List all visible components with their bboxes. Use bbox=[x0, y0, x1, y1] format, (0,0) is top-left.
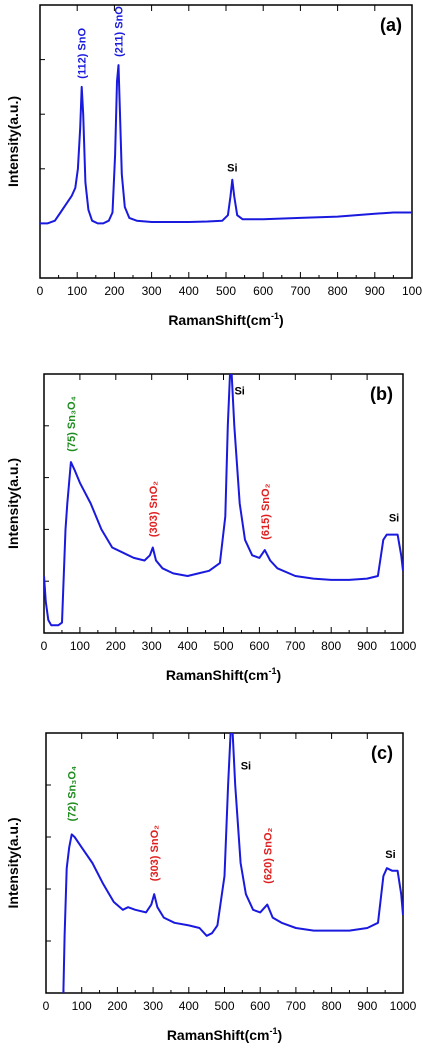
x-tick-label: 1000 bbox=[390, 999, 417, 1013]
x-tick-label: 600 bbox=[253, 284, 273, 298]
x-axis-label-sup: -1 bbox=[269, 666, 277, 676]
x-tick-label: 100 bbox=[70, 639, 90, 653]
peak-annotation: (615) SnO₂ bbox=[260, 483, 272, 539]
x-tick-label: 500 bbox=[216, 284, 236, 298]
chart-panel-0: 0 100 200 300 400 500 600 700 800 900 100 (112) SnO… bbox=[5, 4, 422, 328]
y-axis-label: Intensity(a.u.) bbox=[5, 458, 21, 549]
x-tick-label: 300 bbox=[142, 284, 162, 298]
x-tick-label: 0 bbox=[37, 284, 44, 298]
spectrum-line bbox=[44, 374, 403, 627]
peak-annotation: (303) SnO₂ bbox=[149, 825, 161, 881]
x-tick-label: 1000 bbox=[390, 639, 417, 653]
x-axis-label-sup: -1 bbox=[271, 311, 279, 321]
x-axis-label: RamanShift(cm-1) bbox=[167, 1026, 282, 1043]
x-tick-label: 400 bbox=[179, 284, 199, 298]
spectrum-line bbox=[62, 733, 403, 993]
spectrum-line bbox=[40, 64, 412, 225]
x-tick-label: 200 bbox=[104, 284, 124, 298]
x-tick-label: 600 bbox=[249, 639, 269, 653]
x-axis-label: RamanShift(cm-1) bbox=[168, 311, 283, 328]
peak-annotation: (72) Sn₃O₄ bbox=[67, 766, 79, 822]
x-axis-label: RamanShift(cm-1) bbox=[166, 666, 281, 683]
panel-label: (b) bbox=[370, 384, 393, 404]
x-tick-label: 0 bbox=[43, 999, 50, 1013]
x-tick-label: 100 bbox=[67, 284, 87, 298]
peak-annotation: Si bbox=[234, 386, 244, 398]
y-axis-label: Intensity(a.u.) bbox=[5, 817, 21, 908]
x-tick-label: 800 bbox=[321, 639, 341, 653]
peak-annotation: (112) SnO bbox=[77, 28, 89, 79]
x-tick-label: 0 bbox=[41, 639, 48, 653]
x-axis-label-tail: ) bbox=[277, 667, 282, 683]
x-tick-label: 800 bbox=[328, 284, 348, 298]
x-axis-label-tail: ) bbox=[279, 312, 284, 328]
x-tick-label: 900 bbox=[357, 999, 377, 1013]
x-tick-label: 200 bbox=[106, 639, 126, 653]
plot-frame bbox=[39, 4, 413, 279]
x-tick-label: 700 bbox=[286, 999, 306, 1013]
x-tick-label: 900 bbox=[365, 284, 385, 298]
chart-panel-2: 0 100 200 300 400 500 600 700 800 900 1000 (72) Sn₃… bbox=[5, 732, 417, 1043]
peak-annotation: (620) SnO₂ bbox=[262, 827, 274, 883]
x-tick-label: 500 bbox=[214, 999, 234, 1013]
x-tick-label: 300 bbox=[143, 999, 163, 1013]
x-axis-label-tail: ) bbox=[278, 1027, 283, 1043]
x-tick-label: 300 bbox=[142, 639, 162, 653]
panel-label: (a) bbox=[380, 15, 402, 35]
x-axis-label-main: RamanShift(cm bbox=[168, 312, 271, 328]
peak-annotation: (303) SnO₂ bbox=[148, 481, 160, 537]
x-tick-label: 200 bbox=[107, 999, 127, 1013]
peak-annotation: Si bbox=[385, 849, 395, 861]
plot-frame bbox=[43, 373, 404, 634]
x-tick-label: 700 bbox=[285, 639, 305, 653]
x-tick-label: 900 bbox=[357, 639, 377, 653]
peak-annotation: (75) Sn₃O₄ bbox=[66, 396, 78, 452]
x-tick-label: 700 bbox=[290, 284, 310, 298]
peak-annotation: Si bbox=[227, 163, 237, 175]
x-tick-label: 100 bbox=[402, 284, 422, 298]
peak-annotation: Si bbox=[389, 513, 399, 525]
y-axis-label: Intensity(a.u.) bbox=[5, 96, 21, 187]
x-tick-label: 500 bbox=[213, 639, 233, 653]
x-tick-label: 800 bbox=[322, 999, 342, 1013]
x-axis-label-main: RamanShift(cm bbox=[167, 1027, 270, 1043]
x-tick-label: 600 bbox=[250, 999, 270, 1013]
x-tick-label: 100 bbox=[72, 999, 92, 1013]
panel-label: (c) bbox=[371, 743, 393, 763]
x-tick-label: 400 bbox=[179, 999, 199, 1013]
x-tick-label: 400 bbox=[178, 639, 198, 653]
chart-panel-1: 0 100 200 300 400 500 600 700 800 900 1000 (75) Sn₃… bbox=[5, 373, 417, 683]
x-axis-label-main: RamanShift(cm bbox=[166, 667, 269, 683]
peak-annotation: Si bbox=[241, 760, 251, 772]
x-axis-label-sup: -1 bbox=[270, 1026, 278, 1036]
peak-annotation: (211) SnO bbox=[113, 6, 125, 57]
